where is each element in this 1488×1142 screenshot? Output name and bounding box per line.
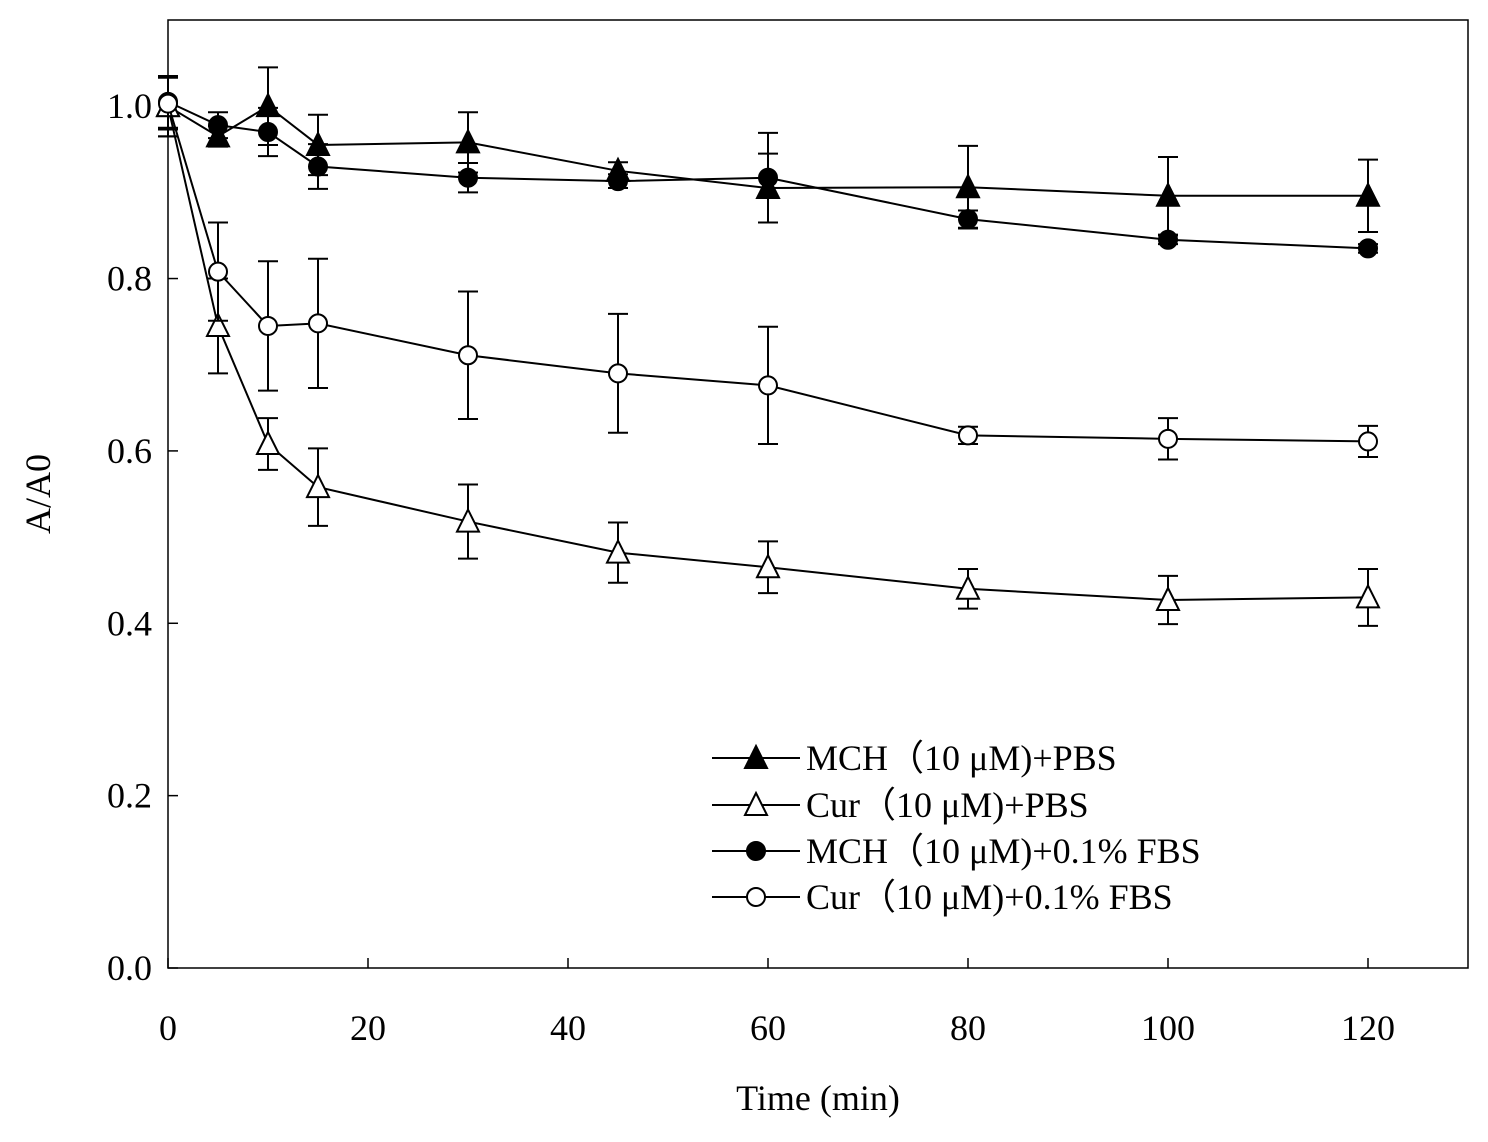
data-point (158, 93, 178, 114)
data-point (455, 507, 481, 533)
y-tick-label: 0.8 (107, 259, 152, 299)
y-tick-label: 0.6 (107, 431, 152, 471)
data-point (1358, 238, 1378, 259)
legend-entry-2: Cur（10 μM)+PBS (712, 785, 1089, 825)
data-point (205, 311, 231, 337)
data-point (1358, 431, 1378, 452)
x-axis: 0 20 40 60 80 100 120 (159, 958, 1395, 1048)
data-point (305, 472, 331, 499)
data-point (758, 375, 778, 396)
y-tick-label: 1.0 (107, 86, 152, 126)
data-point (255, 429, 281, 456)
legend-marker-4 (746, 887, 766, 907)
data-point (755, 553, 781, 579)
x-tick-label: 20 (350, 1008, 386, 1048)
data-point (955, 172, 981, 199)
legend-entry-4: Cur（10 μM)+0.1% FBS (712, 877, 1173, 917)
y-tick-label: 0.2 (107, 776, 152, 816)
data-point (1155, 181, 1181, 207)
legend-marker-2 (743, 790, 769, 816)
data-point (455, 128, 481, 154)
y-tick-label: 0.0 (107, 948, 152, 988)
legend-label-1: MCH（10 μM)+PBS (806, 738, 1117, 778)
x-tick-label: 120 (1341, 1008, 1395, 1048)
data-point (458, 345, 478, 366)
y-axis-label: A/A0 (18, 454, 58, 534)
data-point (208, 115, 228, 136)
data-point (258, 122, 278, 143)
x-tick-label: 0 (159, 1008, 177, 1048)
series-layer (155, 66, 1381, 627)
data-point (958, 425, 978, 446)
x-tick-label: 60 (750, 1008, 786, 1048)
series-3 (158, 75, 1378, 259)
series-line (167, 104, 1368, 197)
legend-label-3: MCH（10 μM)+0.1% FBS (806, 831, 1201, 871)
series-line (167, 105, 1369, 602)
legend-marker-3 (746, 841, 766, 861)
legend-entry-1: MCH（10 μM)+PBS (712, 738, 1117, 778)
y-axis: 0.0 0.2 0.4 0.6 0.8 1.0 (107, 86, 178, 988)
x-tick-label: 80 (950, 1008, 986, 1048)
x-axis-label: Time (min) (736, 1078, 900, 1118)
data-point (458, 167, 478, 188)
data-point (1158, 428, 1178, 449)
series-line (167, 103, 1369, 443)
data-point (955, 574, 981, 600)
data-point (258, 315, 278, 336)
data-point (758, 167, 778, 188)
data-point (208, 261, 228, 282)
data-point (608, 171, 628, 192)
legend-label-4: Cur（10 μM)+0.1% FBS (806, 877, 1173, 917)
x-tick-label: 100 (1141, 1008, 1195, 1048)
data-point (308, 156, 328, 177)
data-point (608, 363, 628, 384)
data-point (1158, 229, 1178, 250)
legend: MCH（10 μM)+PBS Cur（10 μM)+PBS MCH（10 μM)… (712, 738, 1201, 917)
series-line (167, 100, 1369, 250)
series-4 (158, 76, 1378, 461)
data-point (308, 313, 328, 334)
data-point (1155, 585, 1181, 612)
data-point (1355, 181, 1381, 207)
data-point (1355, 583, 1381, 609)
plot-area (167, 19, 1469, 969)
y-tick-label: 0.4 (107, 603, 152, 643)
x-tick-label: 40 (550, 1008, 586, 1048)
legend-entry-3: MCH（10 μM)+0.1% FBS (712, 831, 1201, 871)
legend-marker-1 (743, 743, 769, 769)
data-point (605, 538, 631, 564)
data-point (958, 209, 978, 230)
legend-label-2: Cur（10 μM)+PBS (806, 785, 1089, 825)
